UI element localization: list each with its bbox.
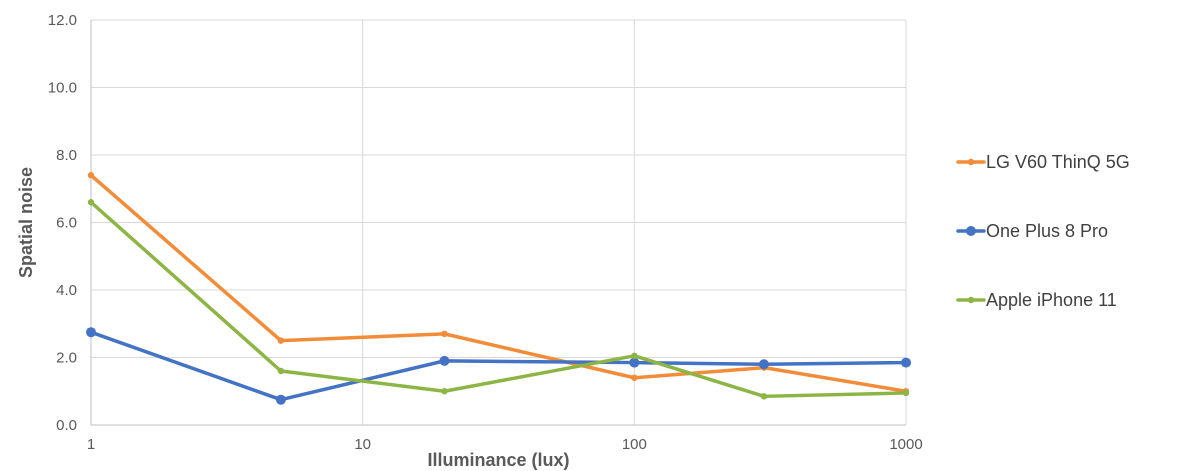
data-point: [441, 388, 448, 395]
y-tick-label: 10.0: [48, 80, 77, 97]
data-point: [87, 172, 95, 179]
series-one-plus-8-pro: [86, 327, 911, 405]
series-line: [89, 173, 908, 393]
x-tick-label: 100: [622, 436, 647, 453]
data-point: [87, 199, 95, 206]
y-tick-label: 0.0: [56, 417, 77, 434]
y-tick-label: 4.0: [56, 282, 77, 299]
series-apple-iphone-11: [87, 199, 910, 400]
x-tick-label: 1: [87, 436, 95, 453]
data-point: [439, 355, 450, 366]
x-tick-label: 10: [354, 436, 371, 453]
data-point: [86, 327, 96, 338]
x-axis-title: Illuminance (lux): [427, 450, 569, 470]
legend-marker: [967, 158, 975, 166]
data-point: [275, 394, 286, 405]
tick-labels: 0.0 2.0 4.0 6.0 8.0 10.0 12.0 1 10 100 1000: [48, 12, 923, 453]
data-point: [631, 374, 638, 381]
legend-item-lg-v60-thinq-5g: LG V60 ThinQ 5G: [956, 152, 1130, 172]
y-tick-label: 12.0: [48, 12, 77, 29]
data-point: [901, 357, 911, 368]
x-tick-label: 1000: [889, 436, 922, 453]
y-tick-label: 2.0: [56, 350, 77, 367]
data-point: [760, 393, 768, 400]
data-point: [629, 357, 640, 368]
data-point: [441, 330, 448, 338]
series-line: [89, 200, 908, 399]
data-point: [277, 337, 285, 344]
legend-marker: [967, 296, 975, 304]
series-layer: [86, 172, 911, 405]
legend-label: LG V60 ThinQ 5G: [986, 152, 1130, 172]
legend-label: Apple iPhone 11: [986, 290, 1117, 310]
series-line: [89, 330, 908, 402]
axes: [90, 20, 906, 426]
legend-item-one-plus-8-pro: One Plus 8 Pro: [956, 221, 1108, 241]
data-point: [758, 359, 769, 370]
legend: LG V60 ThinQ 5G One Plus 8 Pro Apple iPhon…: [956, 152, 1130, 310]
grid-lines: [91, 19, 907, 425]
data-point: [277, 367, 285, 375]
legend-item-apple-iphone-11: Apple iPhone 11: [956, 290, 1117, 310]
legend-marker: [966, 226, 976, 236]
data-point: [631, 352, 638, 360]
legend-label: One Plus 8 Pro: [986, 221, 1108, 241]
y-tick-label: 6.0: [56, 215, 77, 232]
y-axis-title: Spatial noise: [16, 167, 36, 278]
y-tick-label: 8.0: [56, 147, 77, 164]
data-point: [902, 389, 910, 397]
